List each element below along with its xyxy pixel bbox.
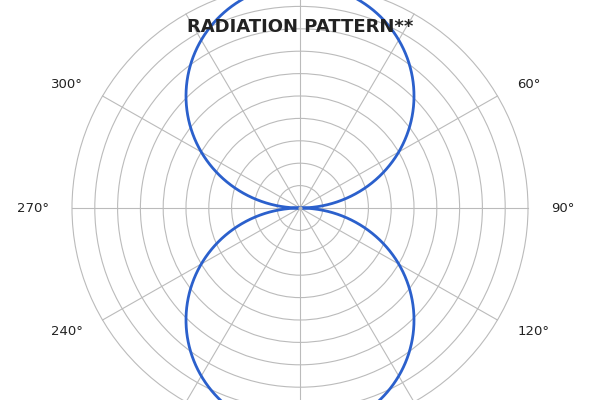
Text: 270°: 270° bbox=[17, 202, 49, 214]
Text: 90°: 90° bbox=[551, 202, 574, 214]
Text: 240°: 240° bbox=[51, 325, 83, 338]
Text: 120°: 120° bbox=[517, 325, 549, 338]
Text: 300°: 300° bbox=[51, 78, 83, 91]
Text: 30°: 30° bbox=[425, 0, 449, 1]
Text: 60°: 60° bbox=[517, 78, 541, 91]
Text: RADIATION PATTERN**: RADIATION PATTERN** bbox=[187, 18, 413, 36]
Text: 330°: 330° bbox=[143, 0, 175, 1]
